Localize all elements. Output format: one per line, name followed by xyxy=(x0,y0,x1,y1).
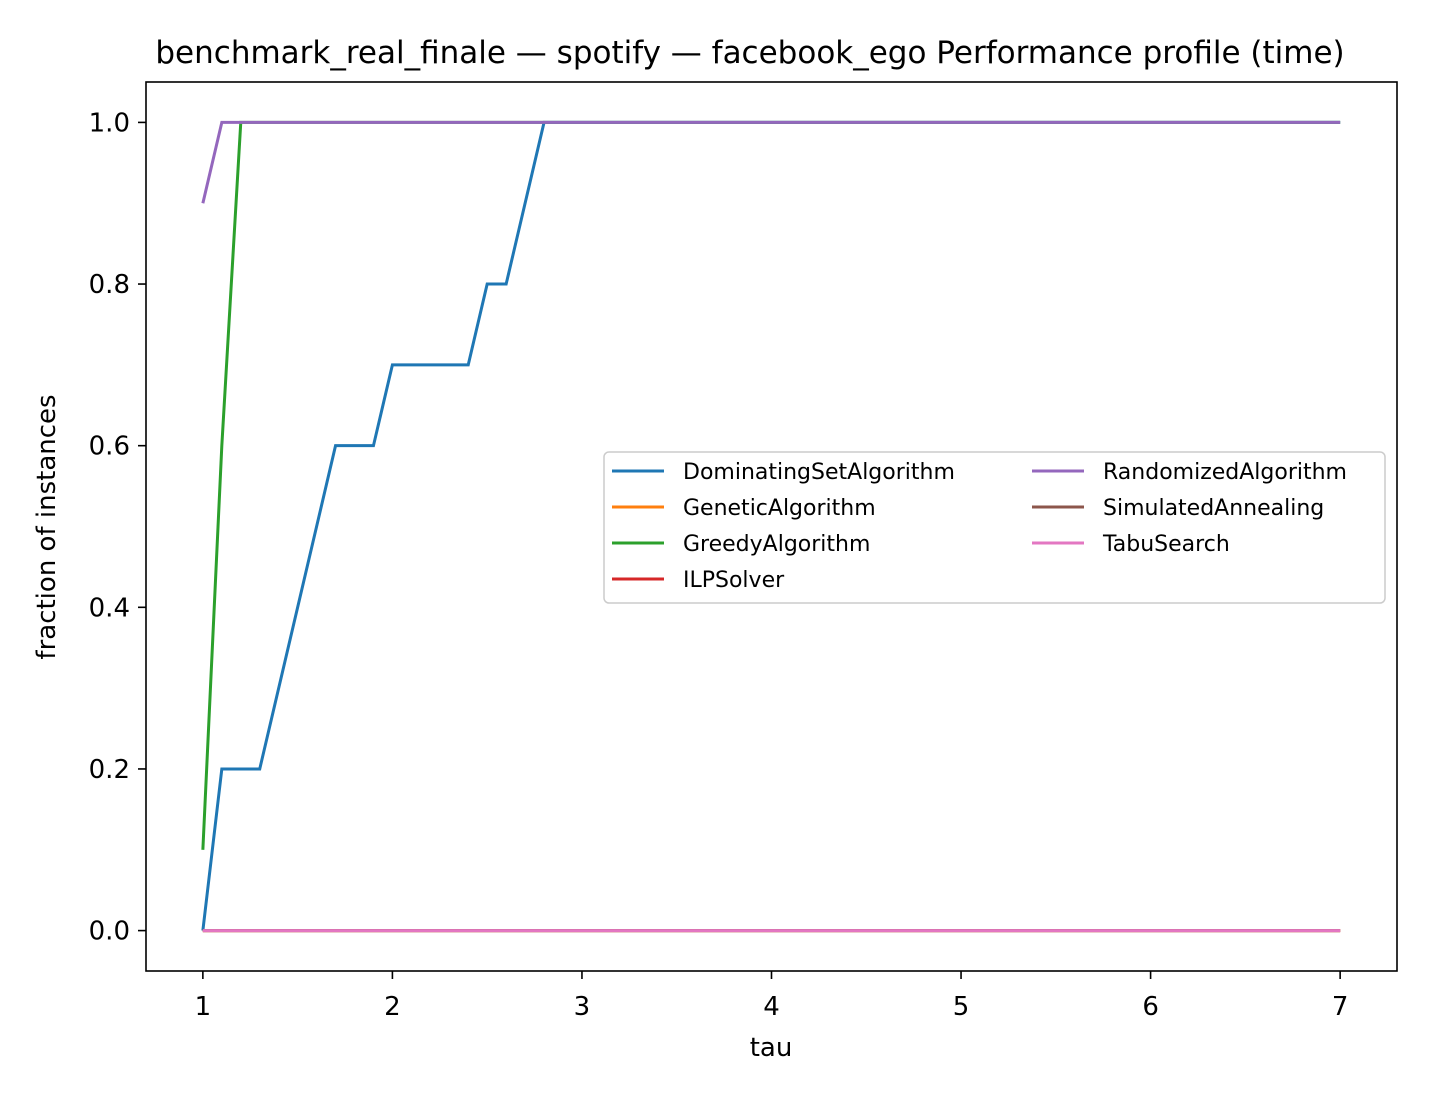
legend-entry: ILPSolver xyxy=(683,568,785,593)
legend: DominatingSetAlgorithm GeneticAlgorithm Gr… xyxy=(603,451,1386,604)
legend-entry: TabuSearch xyxy=(1102,532,1230,557)
y-tick-label: 0.4 xyxy=(89,593,130,623)
x-tick-label: 5 xyxy=(953,992,970,1022)
x-tick-label: 3 xyxy=(574,992,591,1022)
y-tick-label: 0.2 xyxy=(89,755,130,785)
legend-entry: RandomizedAlgorithm xyxy=(1103,460,1347,485)
plot-area xyxy=(201,120,1341,933)
y-axis-label: fraction of instances xyxy=(32,394,62,659)
legend-entry: DominatingSetAlgorithm xyxy=(683,460,955,485)
y-tick-label: 0.0 xyxy=(89,917,130,947)
x-tick-label: 7 xyxy=(1332,992,1349,1022)
x-axis-label: tau xyxy=(750,1033,793,1063)
legend-box xyxy=(603,451,1386,604)
series-line-dominating-set-algorithm xyxy=(201,120,1341,931)
chart-title: benchmark_real_finale — spotify — facebo… xyxy=(155,35,1344,71)
x-axis-ticks: 1 2 3 4 5 6 7 xyxy=(195,971,1349,1022)
series-line-randomized-algorithm xyxy=(201,120,1341,204)
x-tick-label: 4 xyxy=(763,992,780,1022)
y-tick-label: 1.0 xyxy=(89,108,130,138)
x-tick-label: 6 xyxy=(1142,992,1159,1022)
series-lines xyxy=(201,120,1341,933)
legend-entry: GreedyAlgorithm xyxy=(683,532,870,557)
x-tick-label: 2 xyxy=(384,992,401,1022)
y-axis-ticks: 0.0 0.2 0.4 0.6 0.8 1.0 xyxy=(89,108,146,947)
legend-entry: SimulatedAnnealing xyxy=(1103,496,1324,521)
legend-entry: GeneticAlgorithm xyxy=(683,496,876,521)
y-tick-label: 0.8 xyxy=(89,270,130,300)
y-tick-label: 0.6 xyxy=(89,432,130,462)
x-tick-label: 1 xyxy=(195,992,212,1022)
